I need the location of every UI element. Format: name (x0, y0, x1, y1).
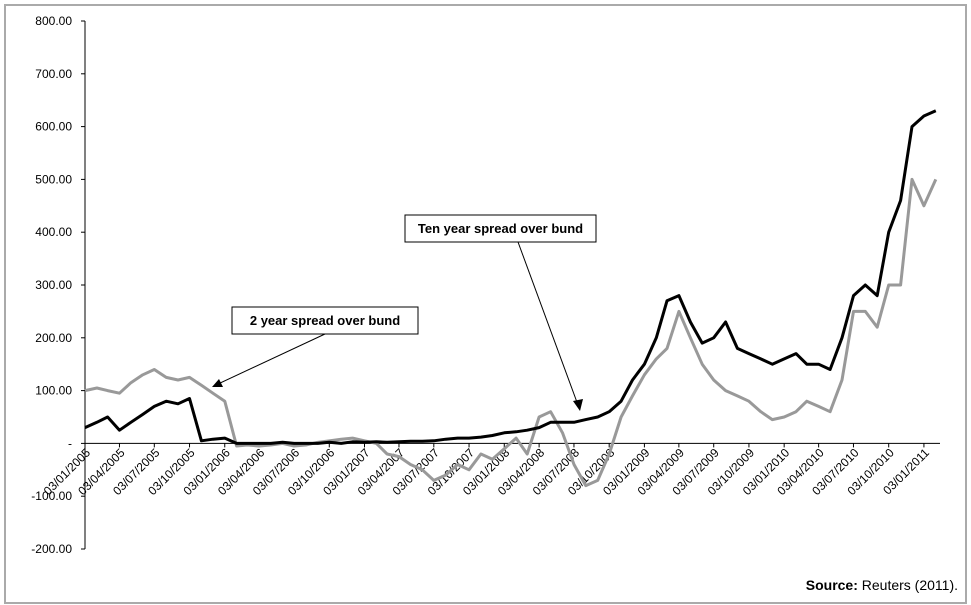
y-tick-label: 800.00 (35, 14, 72, 28)
y-tick-label: 100.00 (35, 384, 72, 398)
annotation-two-year: 2 year spread over bund (212, 306, 419, 387)
y-tick-label: 500.00 (35, 172, 72, 186)
y-tick-label: 400.00 (35, 225, 72, 239)
source-text: Reuters (2011). (862, 577, 958, 593)
arrow-head (212, 379, 223, 387)
y-tick-label: -200.00 (31, 542, 72, 556)
annotation-text: 2 year spread over bund (250, 313, 400, 328)
arrow-head (573, 399, 583, 411)
annotation-text: Ten year spread over bund (418, 221, 583, 236)
arrow (517, 241, 579, 406)
source-label: Source: (806, 577, 858, 593)
y-tick-label: - (68, 436, 72, 450)
y-tick-label: 700.00 (35, 67, 72, 81)
series-line (84, 177, 938, 488)
plot: 800.00 700.00 600.00 500.00 400.00 300.00 200.… (31, 14, 940, 556)
frame (4, 4, 967, 604)
annotation-box (231, 306, 419, 335)
arrow (217, 333, 326, 385)
source: Source: Reuters (2011). (806, 577, 958, 593)
annotation-box (404, 214, 597, 243)
y-tick-label: 300.00 (35, 278, 72, 292)
y-tick-label: 600.00 (35, 120, 72, 134)
y-tick-label: 200.00 (35, 331, 72, 345)
series-line (84, 109, 937, 445)
annotation-ten-year: Ten year spread over bund (404, 214, 597, 411)
y-tick-label: -100.00 (31, 489, 72, 503)
